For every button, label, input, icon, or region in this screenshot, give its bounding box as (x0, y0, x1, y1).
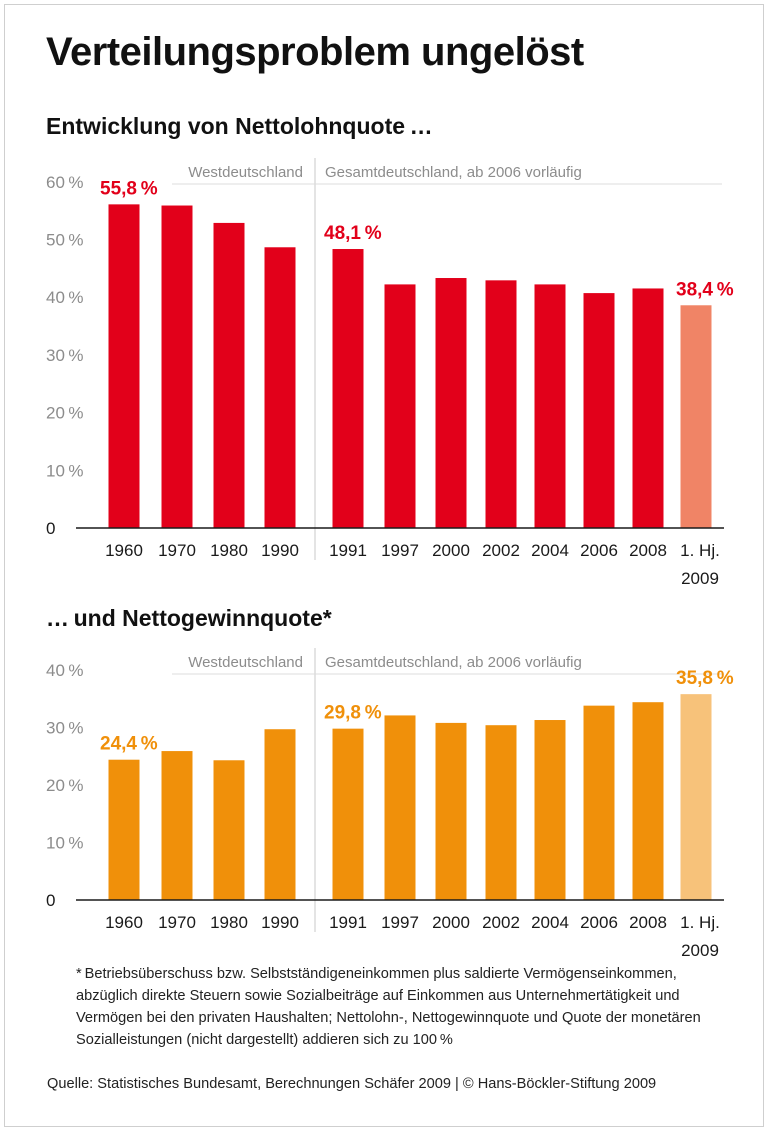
x-tick-label: 2004 (531, 541, 569, 560)
nettolohnquote-chart: Westdeutschland Gesamtdeutschland, ab 200… (46, 158, 734, 588)
x-tick-label: 2006 (580, 913, 618, 932)
x-tick-label: 1997 (381, 541, 419, 560)
bar (632, 288, 664, 528)
y-tick-label: 40 % (46, 288, 83, 307)
x-tick-label: 2004 (531, 913, 569, 932)
y-tick-label: 50 % (46, 231, 83, 250)
chart-1-title: Entwicklung von Nettolohnquote … (46, 113, 433, 139)
x-tick-label: 1. Hj. 2009 (680, 541, 720, 588)
bar (213, 760, 245, 900)
data-label: 55,8 % (100, 178, 158, 199)
bar (435, 722, 467, 900)
bar (534, 284, 566, 528)
data-label: 35,8 % (676, 668, 734, 689)
x-tick-label: 2008 (629, 913, 667, 932)
bar (632, 702, 664, 900)
y-tick-label: 30 % (46, 346, 83, 365)
bar (485, 725, 517, 900)
page-title: Verteilungsproblem ungelöst (46, 30, 584, 74)
x-tick-label: 1997 (381, 913, 419, 932)
y-tick-label: 0 (46, 891, 55, 910)
data-label: 24,4 % (100, 734, 158, 755)
x-tick-label: 1960 (105, 541, 143, 560)
x-tick-label: 2002 (482, 913, 520, 932)
x-tick-label: 2000 (432, 541, 470, 560)
y-tick-label: 20 % (46, 776, 83, 795)
chart-2-title: … und Nettogewinnquote* (46, 605, 332, 631)
bar (680, 694, 712, 900)
x-tick-label: 2000 (432, 913, 470, 932)
bar (384, 284, 416, 528)
bar (264, 247, 296, 528)
nettogewinnquote-chart: Westdeutschland Gesamtdeutschland, ab 200… (46, 648, 734, 960)
region-label-gesamt: Gesamtdeutschland, ab 2006 vorläufig (325, 164, 582, 181)
data-label: 38,4 % (676, 279, 734, 300)
x-tick-label: 2002 (482, 541, 520, 560)
x-tick-label: 1980 (210, 913, 248, 932)
bar (161, 751, 193, 900)
y-tick-label: 60 % (46, 173, 83, 192)
x-tick-label: 1970 (158, 913, 196, 932)
source-line: Quelle: Statistisches Bundesamt, Berechn… (47, 1076, 657, 1092)
x-tick-label: 1991 (329, 541, 367, 560)
y-tick-label: 30 % (46, 719, 83, 738)
bar (534, 720, 566, 900)
y-tick-label: 10 % (46, 834, 83, 853)
y-tick-label: 10 % (46, 461, 83, 480)
bar (583, 705, 615, 900)
data-label: 48,1 % (324, 223, 382, 244)
bar (108, 204, 140, 529)
bar (384, 715, 416, 900)
bar (108, 759, 140, 900)
bar (583, 293, 615, 528)
y-tick-label: 40 % (46, 661, 83, 680)
bar (332, 728, 364, 900)
bar (435, 278, 467, 528)
x-tick-label: 1970 (158, 541, 196, 560)
y-tick-label: 20 % (46, 404, 83, 423)
x-tick-label: 1990 (261, 541, 299, 560)
x-tick-label: 1990 (261, 913, 299, 932)
region-label-west: Westdeutschland (188, 164, 303, 181)
bar (485, 280, 517, 528)
x-tick-label: 2006 (580, 541, 618, 560)
y-tick-label: 0 (46, 519, 55, 538)
bar (332, 249, 364, 528)
region-label-gesamt: Gesamtdeutschland, ab 2006 vorläufig (325, 654, 582, 671)
bar (680, 305, 712, 528)
x-tick-label: 1980 (210, 541, 248, 560)
x-tick-label: 1960 (105, 913, 143, 932)
x-tick-label: 2008 (629, 541, 667, 560)
x-tick-label: 1. Hj. 2009 (680, 913, 720, 960)
graphic-frame (4, 4, 764, 1127)
footnote: * Betriebsüberschuss bzw. Selbstständige… (76, 966, 701, 1048)
bar (161, 205, 193, 528)
x-tick-label: 1991 (329, 913, 367, 932)
bar (264, 729, 296, 900)
region-label-west: Westdeutschland (188, 654, 303, 671)
bar (213, 222, 245, 529)
data-label: 29,8 % (324, 703, 382, 724)
